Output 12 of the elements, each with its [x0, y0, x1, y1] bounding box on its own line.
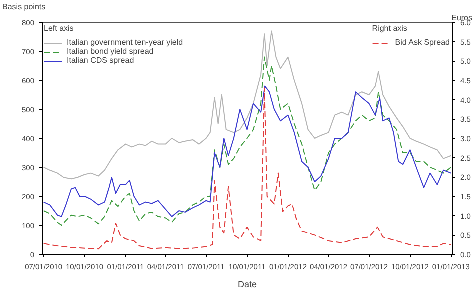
line-series: [43, 56, 452, 226]
x-axis-title: Date: [238, 280, 258, 290]
legend-label: Italian bond yield spread: [67, 47, 154, 56]
line-series: [43, 88, 452, 250]
y2-axis-title: Euros: [452, 14, 473, 22]
legend-title: Left axis: [44, 24, 75, 33]
legend-label: Italian CDS spread: [67, 56, 134, 65]
legend-label: Bid Ask Spread: [395, 38, 450, 47]
y-axis-title: Basis points: [2, 2, 46, 12]
annotation: Right axis: [372, 24, 408, 33]
line-series: [43, 86, 452, 218]
legend-label: Italian government ten-year yield: [67, 38, 184, 47]
